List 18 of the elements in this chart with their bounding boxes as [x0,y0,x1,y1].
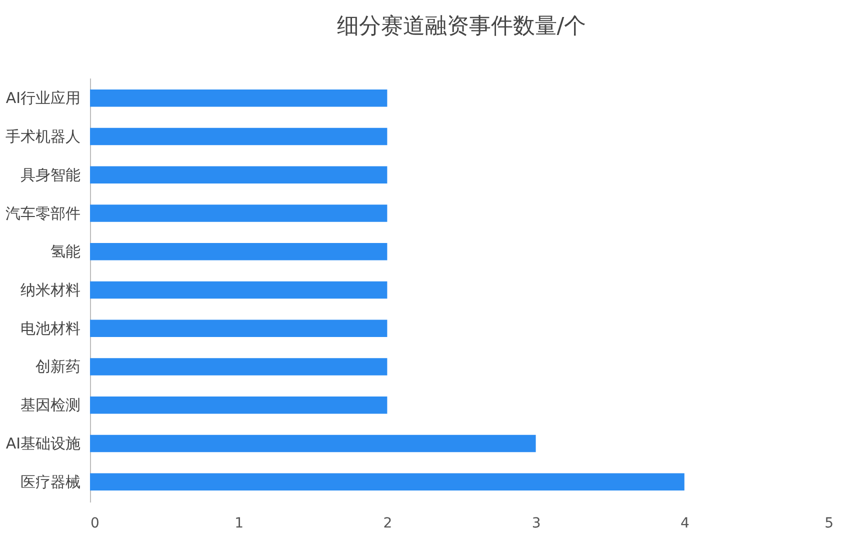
x-tick-label: 1 [234,516,244,532]
y-tick-label: AI基础设施 [6,434,80,452]
y-tick-label: 手术机器人 [6,128,80,146]
y-tick-label: 医疗器械 [20,472,80,491]
x-tick-label: 2 [383,516,392,532]
y-tick-label: 汽车零部件 [6,204,80,222]
y-tick-label: 基因检测 [20,396,80,414]
chart-title: 细分赛道融资事件数量/个 [336,14,586,39]
y-tick-label: 具身智能 [20,166,80,184]
y-tick-label: 创新药 [36,358,80,376]
x-tick-label: 5 [824,516,834,532]
y-tick-label: 纳米材料 [20,281,80,299]
y-tick-label: 氢能 [50,242,80,261]
x-tick-label: 3 [532,516,541,532]
x-tick-label: 0 [90,516,100,532]
y-tick-label: AI行业应用 [6,89,80,108]
x-tick-label: 4 [680,516,690,532]
y-tick-label: 电池材料 [20,319,80,338]
